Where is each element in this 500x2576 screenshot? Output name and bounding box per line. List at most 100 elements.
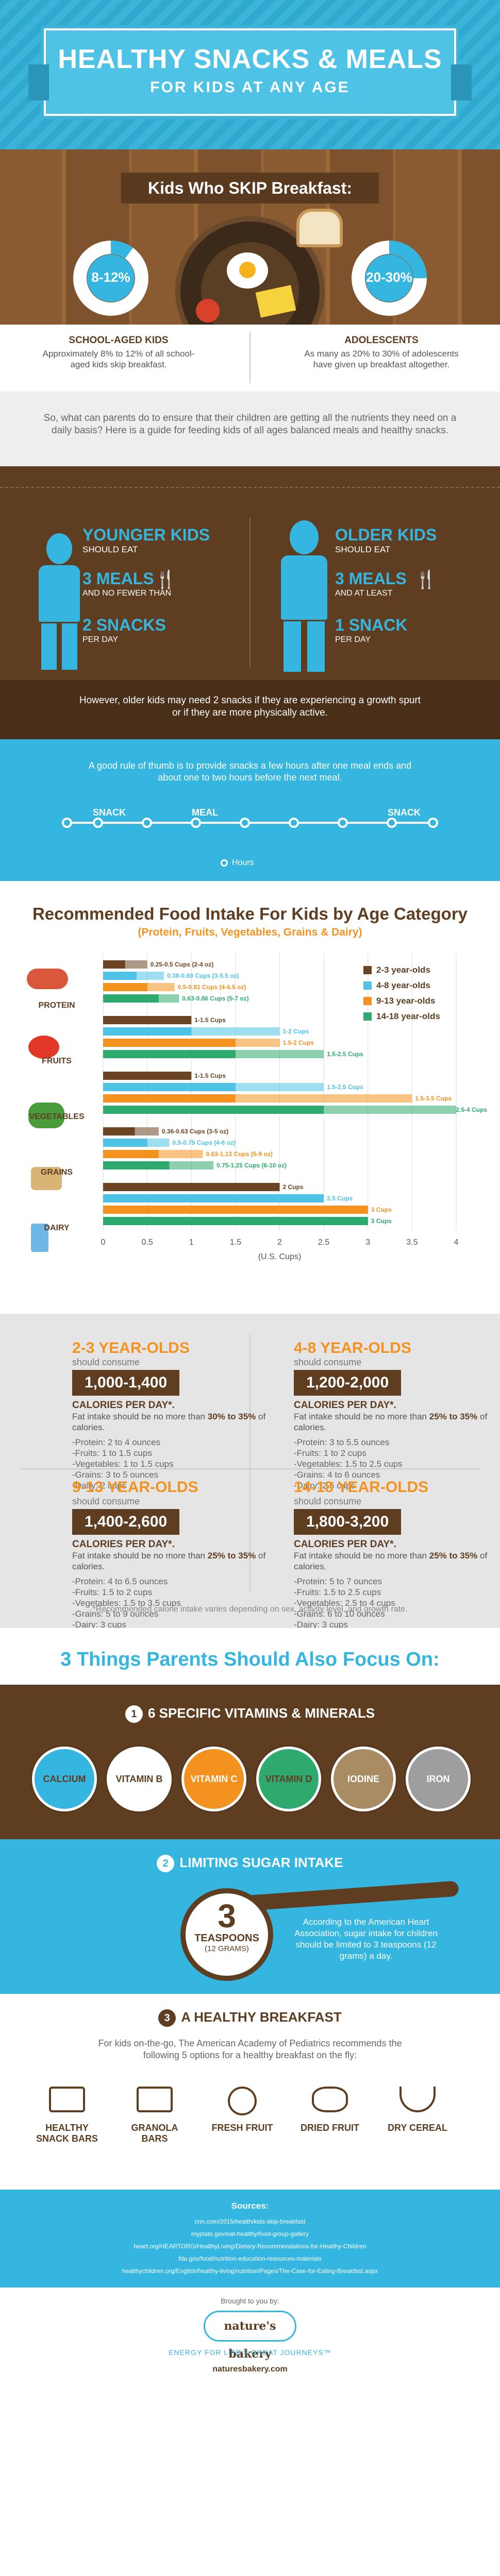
data-label: 0.5-0.75 Cups (4-6 oz) <box>172 1139 236 1146</box>
bar-range <box>158 994 179 1003</box>
vitamins-title: 6 SPECIFIC VITAMINS & MINERALS <box>147 1705 375 1721</box>
x-tick-label: 1.5 <box>230 1238 241 1247</box>
header-ribbon-right <box>451 64 472 100</box>
school-kids-heading: SCHOOL-AGED KIDS <box>69 335 169 346</box>
calorie-item: -Fruits: 1 to 1.5 cups <box>72 1448 152 1458</box>
focus-three-badge: 3 <box>158 2009 176 2027</box>
data-label: 0.63-1.13 Cups (5-9 oz) <box>206 1150 273 1158</box>
bar-range <box>158 1150 203 1158</box>
intro-section: So, what can parents do to ensure that t… <box>0 392 500 466</box>
calorie-item: -Grains: 3 to 5 ounces <box>72 1470 159 1480</box>
bar-range <box>235 1094 412 1103</box>
fat-note: Fat intake should be no more than 25% to… <box>72 1551 266 1571</box>
meals-dash-top <box>0 487 500 488</box>
calorie-unit: CALORIES PER DAY*. <box>72 1539 175 1550</box>
bar-min <box>103 1083 236 1091</box>
source-line[interactable]: fda.gov/food/nutrition-education-resourc… <box>178 2255 322 2262</box>
spoon-icon <box>242 1880 459 1911</box>
calorie-item: -Vegetables: 1 to 1.5 cups <box>72 1459 174 1469</box>
bar-min <box>103 994 159 1003</box>
legend-entry: 14-18 year-olds <box>376 1011 440 1021</box>
calorie-should: should consume <box>72 1496 140 1506</box>
calorie-items: -Protein: 3 to 5.5 ounces -Fruits: 1 to 2… <box>294 1437 500 1491</box>
vitamin-circle: VITAMIN B <box>107 1747 172 1811</box>
calorie-card: 9-13 YEAR-OLDS should consume 1,400-2,60… <box>72 1479 278 1628</box>
source-line[interactable]: myplate.gov/eat-healthy/food-group-galle… <box>191 2230 309 2238</box>
timeline-dots <box>62 818 438 828</box>
bar-min <box>103 1206 368 1214</box>
hour-dot <box>240 818 250 828</box>
category-label: PROTEIN <box>38 1001 75 1010</box>
legend-swatch <box>363 1012 372 1021</box>
intro-text: So, what can parents do to ensure that t… <box>43 413 457 436</box>
younger-snacks-note: PER DAY <box>82 635 119 644</box>
data-label: 0.36-0.63 Cups (3-5 oz) <box>162 1128 228 1135</box>
bar-min <box>103 1217 368 1225</box>
calorie-unit: CALORIES PER DAY*. <box>294 1539 396 1550</box>
bar-min <box>103 983 147 991</box>
calorie-range: 1,800-3,200 <box>294 1509 402 1535</box>
timeline-text: A good rule of thumb is to provide snack… <box>88 760 412 783</box>
hour-dot <box>428 818 438 828</box>
skip-title: Kids Who SKIP Breakfast: <box>148 179 352 197</box>
calorie-item: -Dairy: 3 cups <box>72 1620 126 1628</box>
older-snacks-note: PER DAY <box>335 635 371 644</box>
x-tick-label: 0 <box>101 1238 106 1247</box>
header-section: HEALTHY SNACKS & MEALS FOR KIDS AT ANY A… <box>0 0 500 149</box>
calorie-item: -Vegetables: 1.5 to 2.5 cups <box>294 1459 403 1469</box>
focus-one-badge: 1 <box>125 1705 143 1723</box>
calorie-card: 2-3 YEAR-OLDS should consume 1,000-1,400… <box>72 1340 278 1491</box>
data-label: 3 Cups <box>371 1217 392 1225</box>
legend-entry: 4-8 year-olds <box>376 980 430 990</box>
breakfast-option: HEALTHY SNACK BARS <box>36 2123 98 2144</box>
hour-dot <box>142 818 152 828</box>
legend-swatch <box>363 997 372 1005</box>
meals-section: YOUNGER KIDS SHOULD EAT 3 MEALS AND NO F… <box>0 466 500 739</box>
source-line[interactable]: heart.org/HEARTORG/HealthyLiving/Dietary… <box>134 2243 366 2250</box>
data-label: 0.63-0.86 Cups (5-7 oz) <box>182 995 248 1002</box>
data-label: 1.5-2.5 Cups <box>327 1050 363 1058</box>
cereal-bowl-icon <box>399 2087 436 2112</box>
brand-url[interactable]: naturesbakery.com <box>212 2365 288 2374</box>
calorie-age: 14-18 YEAR-OLDS <box>294 1479 429 1496</box>
older-should: SHOULD EAT <box>335 545 391 554</box>
brought-by: Brought to you by: <box>221 2297 279 2305</box>
breakfast-title: A HEALTHY BREAKFAST <box>181 2009 342 2025</box>
vitamin-circle: VITAMIN C <box>181 1747 246 1811</box>
hour-dot <box>289 818 299 828</box>
source-line[interactable]: healthychildren.org/English/healthy-livi… <box>122 2267 378 2275</box>
x-tick-label: 2 <box>277 1238 282 1247</box>
legend-swatch <box>363 981 372 990</box>
legend-swatch <box>363 966 372 974</box>
sugar-section: 2 LIMITING SUGAR INTAKE 3 TEASPOONS (12 G… <box>0 1839 500 1994</box>
calorie-item: -Vegetables: 1.5 to 3.5 cups <box>72 1598 181 1608</box>
calorie-age: 4-8 YEAR-OLDS <box>294 1340 411 1357</box>
calorie-range: 1,400-2,600 <box>72 1509 180 1535</box>
skip-divider <box>249 332 251 383</box>
fat-note: Fat intake should be no more than 25% to… <box>294 1551 488 1571</box>
calories-section: 2-3 YEAR-OLDS should consume 1,000-1,400… <box>0 1314 500 1628</box>
data-label: 0.75-1.25 Cups (6-10 oz) <box>216 1162 287 1169</box>
data-label: 1.5-2.5 Cups <box>327 1083 363 1091</box>
brand-logo[interactable]: nature's bakery <box>204 2311 296 2361</box>
calories-footnote: *Recommended calorie intake varies depen… <box>92 1605 408 1614</box>
calorie-should: should consume <box>294 1496 362 1506</box>
bar-range <box>137 972 164 980</box>
data-label: 2.5-4 Cups <box>456 1106 487 1113</box>
breakfast-section: 3 A HEALTHY BREAKFAST For kids on-the-go,… <box>0 1994 500 2190</box>
hour-dot <box>387 818 397 828</box>
timeline-legend: Hours <box>232 858 254 867</box>
hour-dot <box>62 818 72 828</box>
sources-section: Sources: cnn.com/2015/health/kids-skip-b… <box>0 2190 500 2287</box>
timeline-legend-dot <box>221 859 228 867</box>
source-line[interactable]: cnn.com/2015/health/kids-skip-breakfast <box>194 2218 306 2225</box>
data-label: 0.5-0.81 Cups (4-6.5 oz) <box>178 984 246 991</box>
vitamin-circle: IRON <box>406 1747 471 1811</box>
intake-subtitle: (Protein, Fruits, Vegetables, Grains & D… <box>138 926 362 938</box>
bar-range <box>169 1161 214 1170</box>
vitamin-circle: IODINE <box>331 1747 396 1811</box>
calorie-items: -Protein: 4 to 6.5 ounces -Fruits: 1.5 to… <box>72 1576 278 1628</box>
sugar-unit: TEASPOONS <box>194 1933 259 1944</box>
bar-min <box>103 1183 280 1191</box>
